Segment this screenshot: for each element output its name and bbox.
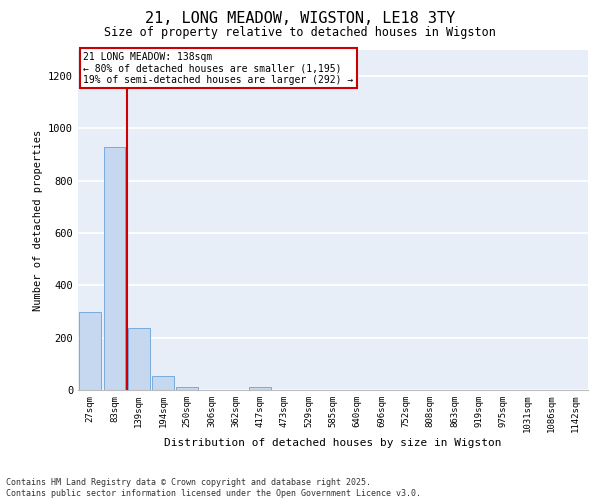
Y-axis label: Number of detached properties: Number of detached properties xyxy=(32,130,43,310)
Bar xyxy=(176,388,198,390)
Bar xyxy=(152,376,174,390)
Bar xyxy=(128,328,149,390)
Bar xyxy=(104,147,125,390)
Bar xyxy=(249,388,271,390)
Bar xyxy=(79,312,101,390)
Text: 21, LONG MEADOW, WIGSTON, LE18 3TY: 21, LONG MEADOW, WIGSTON, LE18 3TY xyxy=(145,11,455,26)
Text: Contains HM Land Registry data © Crown copyright and database right 2025.
Contai: Contains HM Land Registry data © Crown c… xyxy=(6,478,421,498)
Text: 21 LONG MEADOW: 138sqm
← 80% of detached houses are smaller (1,195)
19% of semi-: 21 LONG MEADOW: 138sqm ← 80% of detached… xyxy=(83,52,353,85)
X-axis label: Distribution of detached houses by size in Wigston: Distribution of detached houses by size … xyxy=(164,438,502,448)
Text: Size of property relative to detached houses in Wigston: Size of property relative to detached ho… xyxy=(104,26,496,39)
